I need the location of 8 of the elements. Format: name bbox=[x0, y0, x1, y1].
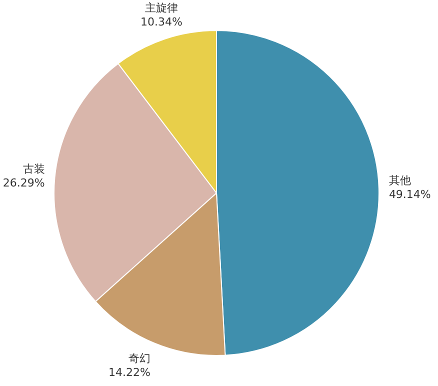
data-label: 14.22% bbox=[108, 366, 150, 380]
data-label: 26.29% bbox=[2, 176, 45, 190]
slice-label: 其他 bbox=[388, 174, 411, 188]
slice-label: 古装 bbox=[22, 162, 45, 176]
data-label: 49.14% bbox=[388, 188, 431, 202]
slice-label: 奇幻 bbox=[128, 352, 150, 366]
slice-label: 主旋律 bbox=[144, 1, 178, 14]
data-label: 10.34% bbox=[140, 15, 182, 28]
